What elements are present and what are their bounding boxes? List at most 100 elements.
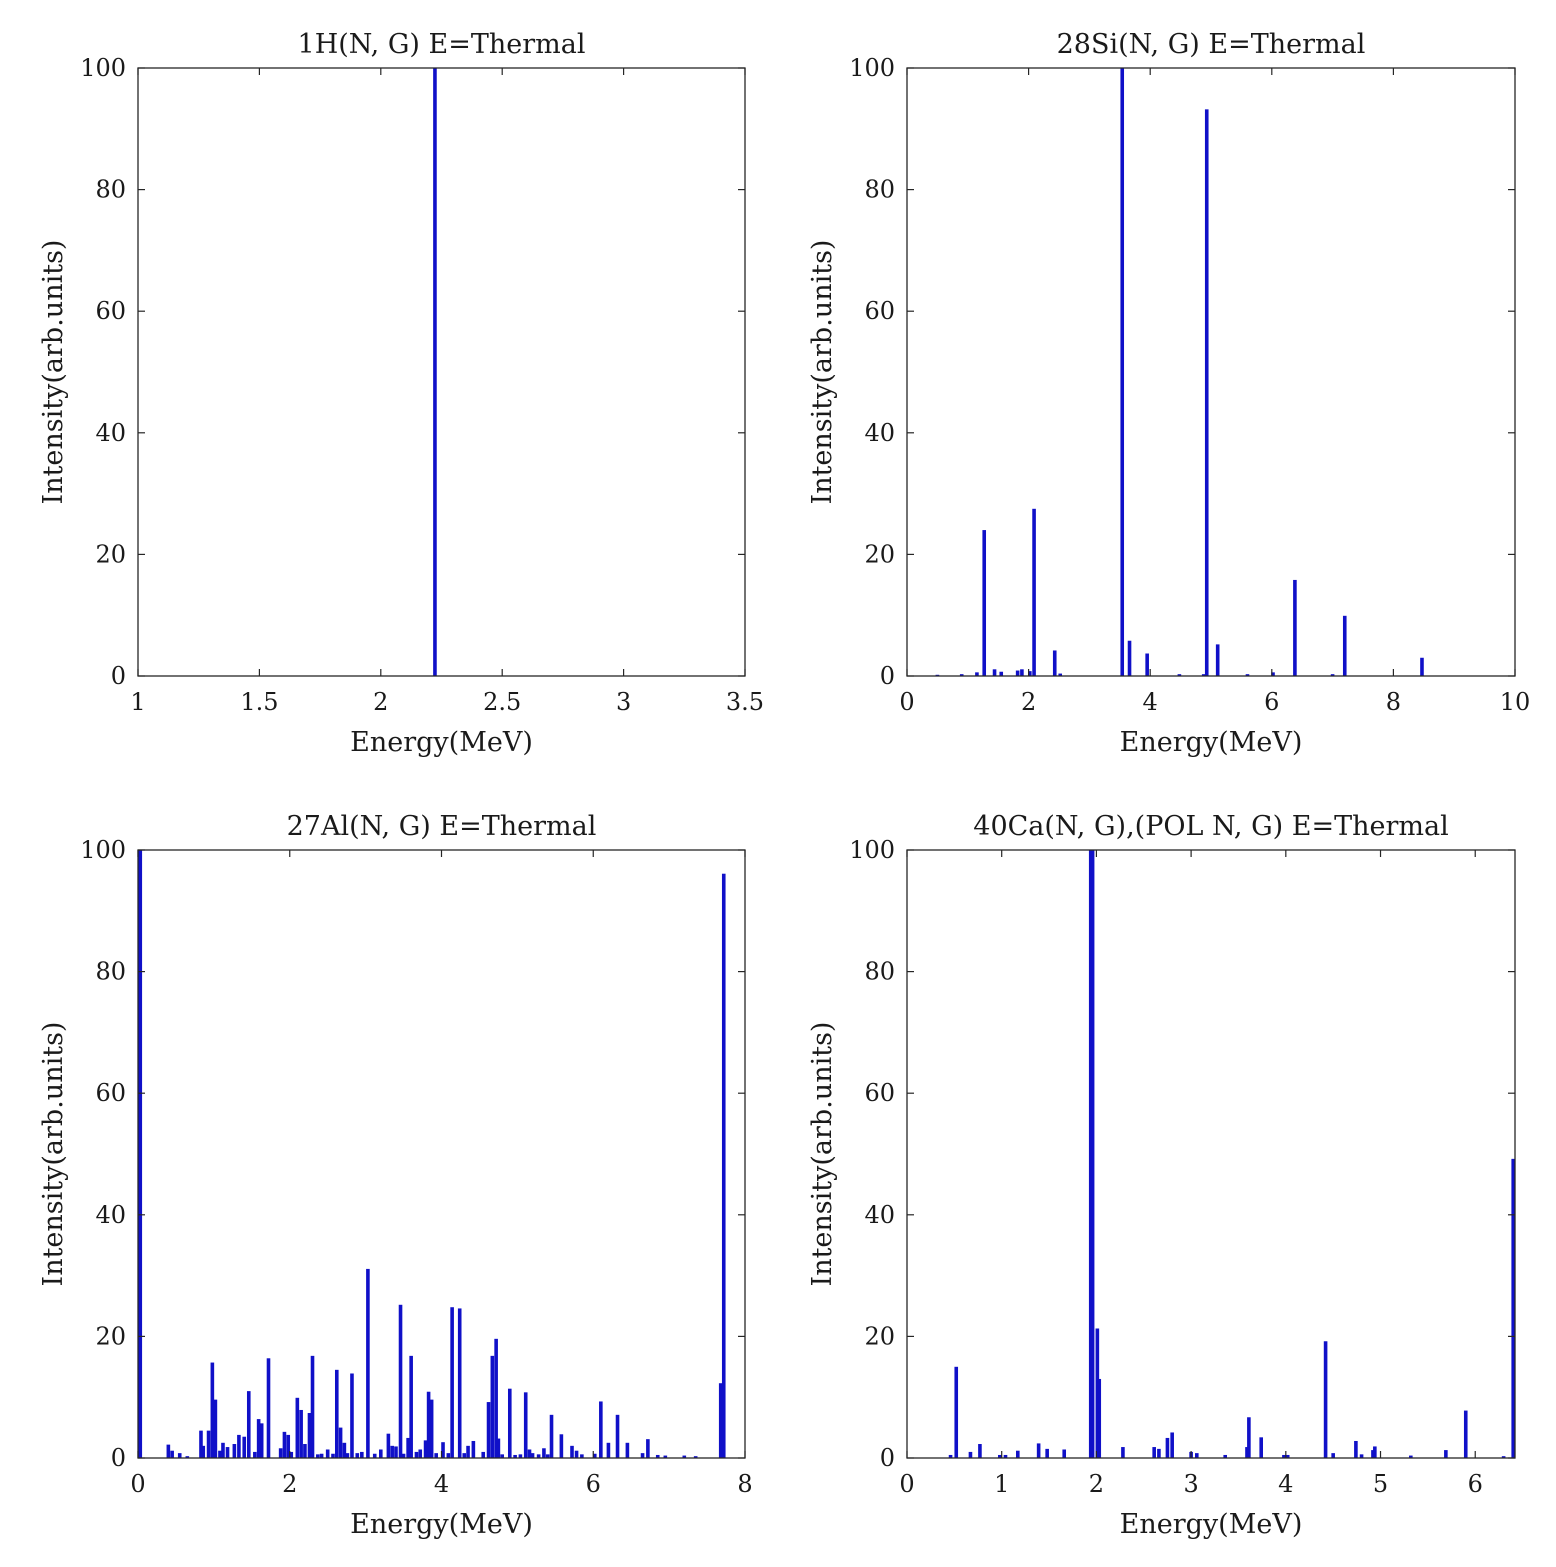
bar: [718, 1383, 723, 1458]
bar: [355, 1453, 360, 1458]
bar: [978, 1444, 982, 1458]
y-tick-label: 100: [849, 54, 895, 82]
bar: [170, 1450, 174, 1458]
bar: [496, 1438, 501, 1458]
x-tick-label: 8: [737, 1470, 752, 1498]
bar: [394, 1446, 398, 1458]
y-tick-label: 0: [111, 662, 126, 690]
bar: [1409, 1455, 1413, 1458]
bar: [682, 1455, 687, 1458]
bar: [1177, 674, 1182, 676]
chart-panel-4: 0 20 40 60 80 100 0 1 2 3 4 5 6 40Ca(N, G),(POL N, G)…: [807, 811, 1516, 1540]
bar: [360, 1451, 364, 1458]
bar: [471, 1440, 476, 1458]
y-tick-label: 20: [864, 1322, 895, 1350]
x-tick-label: 3.5: [726, 688, 764, 716]
bar: [398, 1304, 403, 1458]
bar: [295, 1397, 300, 1458]
bar: [1282, 1454, 1286, 1458]
bar: [1095, 1328, 1100, 1458]
bar: [372, 1453, 377, 1458]
bar: [1373, 1446, 1377, 1458]
y-tick-label: 0: [111, 1444, 126, 1472]
x-tick-label: 2.5: [483, 688, 521, 716]
bar: [331, 1453, 335, 1458]
bar: [1157, 1448, 1161, 1458]
bar: [418, 1449, 423, 1458]
bar: [536, 1454, 541, 1458]
bar: [350, 1373, 354, 1458]
bar: [486, 1402, 491, 1458]
bar: [1204, 109, 1209, 677]
x-tick-label: 6: [586, 1470, 601, 1498]
bar: [1090, 850, 1095, 1458]
bar: [625, 1442, 630, 1458]
bar: [225, 1447, 230, 1458]
bar: [325, 1449, 330, 1458]
bar: [549, 1414, 554, 1458]
bar: [166, 1444, 171, 1458]
x-tick-label: 3: [1183, 1470, 1198, 1498]
bar: [242, 1436, 247, 1458]
bar: [490, 1355, 495, 1458]
bar: [1444, 1450, 1448, 1458]
bar: [319, 1453, 324, 1458]
bar: [1359, 1454, 1364, 1458]
bar: [256, 1419, 261, 1458]
bar: [518, 1454, 523, 1458]
bar: [1285, 1454, 1290, 1458]
bar: [574, 1450, 579, 1458]
bar: [1371, 1450, 1375, 1458]
bar: [580, 1454, 584, 1458]
bar: [1062, 1449, 1067, 1458]
bar: [441, 1442, 445, 1458]
bar: [1463, 1410, 1468, 1458]
bar: [1245, 674, 1250, 676]
bar: [998, 1454, 1002, 1458]
y-axis-label: Intensity(arb.units): [807, 240, 838, 505]
bar: [481, 1451, 486, 1458]
x-tick-label: 0: [899, 1470, 914, 1498]
y-tick-label: 100: [80, 836, 126, 864]
bar: [246, 1391, 251, 1458]
bar: [1271, 672, 1275, 676]
bar: [1058, 673, 1063, 676]
bar: [559, 1434, 564, 1458]
chart-panel-3: 0 20 40 60 80 100 0 2 4 6 8 27Al(N, G) E=Thermal Ene…: [38, 811, 753, 1540]
x-tick-label: 2: [282, 1470, 297, 1498]
y-tick-label: 0: [880, 1444, 895, 1472]
bar: [530, 1453, 535, 1458]
y-tick-label: 80: [95, 176, 126, 204]
bar: [259, 1423, 264, 1458]
chart-title: 27Al(N, G) E=Thermal: [287, 811, 597, 842]
bar: [426, 1391, 431, 1458]
bar: [542, 1448, 546, 1458]
bar: [959, 674, 964, 676]
bar: [406, 1437, 410, 1458]
bar: [1015, 670, 1020, 676]
y-tick-label: 100: [849, 836, 895, 864]
bar: [954, 1366, 959, 1458]
y-tick-label: 40: [95, 1201, 126, 1229]
bar: [975, 672, 979, 676]
bar: [303, 1444, 307, 1458]
bar: [507, 1388, 512, 1458]
bar: [429, 1399, 434, 1458]
x-tick-label: 1: [994, 1470, 1009, 1498]
bar: [1259, 1437, 1263, 1458]
bar: [1121, 1447, 1125, 1458]
bar: [386, 1433, 391, 1458]
bar: [206, 1430, 211, 1458]
bar: [307, 1413, 312, 1458]
x-tick-label: 0: [130, 1470, 145, 1498]
bar: [1016, 1450, 1020, 1458]
bar: [289, 1451, 294, 1458]
bar: [663, 1455, 668, 1458]
bar: [433, 68, 437, 676]
bar: [253, 1451, 257, 1458]
bar: [201, 1445, 206, 1458]
bar: [655, 1454, 660, 1458]
y-tick-label: 60: [864, 1079, 895, 1107]
bar: [282, 1431, 287, 1458]
x-tick-label: 6: [1468, 1470, 1483, 1498]
